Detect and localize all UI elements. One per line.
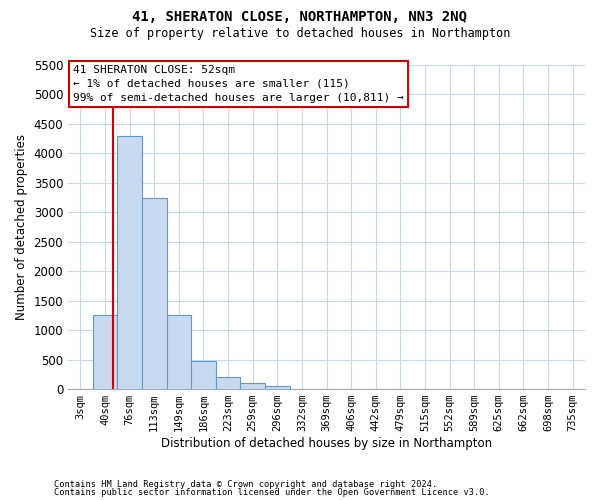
Text: Size of property relative to detached houses in Northampton: Size of property relative to detached ho… [90, 28, 510, 40]
Bar [216, 378, 241, 389]
Y-axis label: Number of detached properties: Number of detached properties [15, 134, 28, 320]
X-axis label: Distribution of detached houses by size in Northampton: Distribution of detached houses by size … [161, 437, 492, 450]
Text: 41 SHERATON CLOSE: 52sqm
← 1% of detached houses are smaller (115)
99% of semi-d: 41 SHERATON CLOSE: 52sqm ← 1% of detache… [73, 65, 404, 103]
Bar [241, 383, 265, 389]
Text: Contains public sector information licensed under the Open Government Licence v3: Contains public sector information licen… [54, 488, 490, 497]
Bar [167, 315, 191, 389]
Bar [92, 316, 117, 389]
Bar [142, 198, 167, 389]
Text: 41, SHERATON CLOSE, NORTHAMPTON, NN3 2NQ: 41, SHERATON CLOSE, NORTHAMPTON, NN3 2NQ [133, 10, 467, 24]
Bar [117, 136, 142, 389]
Bar [265, 386, 290, 389]
Bar [191, 361, 216, 389]
Text: Contains HM Land Registry data © Crown copyright and database right 2024.: Contains HM Land Registry data © Crown c… [54, 480, 437, 489]
